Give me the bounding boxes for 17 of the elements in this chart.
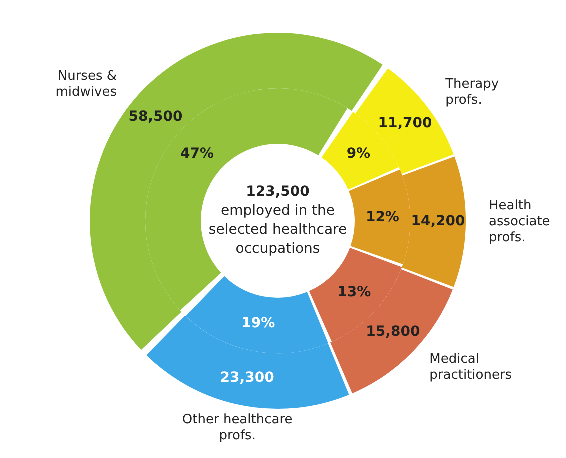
slice-label: Health associate profs.	[488, 198, 550, 246]
data-label: 23,300	[220, 370, 275, 386]
slice-label: Medical practitioners	[430, 352, 512, 384]
data-label: 11,700	[378, 115, 433, 132]
text: 123,500	[246, 184, 310, 200]
data-label: 12%	[366, 209, 400, 226]
data-label: 58,500	[128, 109, 183, 126]
data-label: 9%	[346, 146, 371, 162]
text: employed in the selected healthcare occupations	[208, 203, 348, 258]
slice-label: Other healthcare profs.	[182, 412, 293, 444]
data-label: 15,800	[366, 324, 420, 340]
slice-label: Nurses & midwives	[56, 69, 118, 100]
data-label: 14,200	[411, 214, 466, 230]
slice-label: Therapy profs.	[444, 77, 500, 108]
data-label: 47%	[180, 146, 214, 162]
data-label: 19%	[242, 316, 276, 332]
data-label: 13%	[338, 284, 372, 300]
